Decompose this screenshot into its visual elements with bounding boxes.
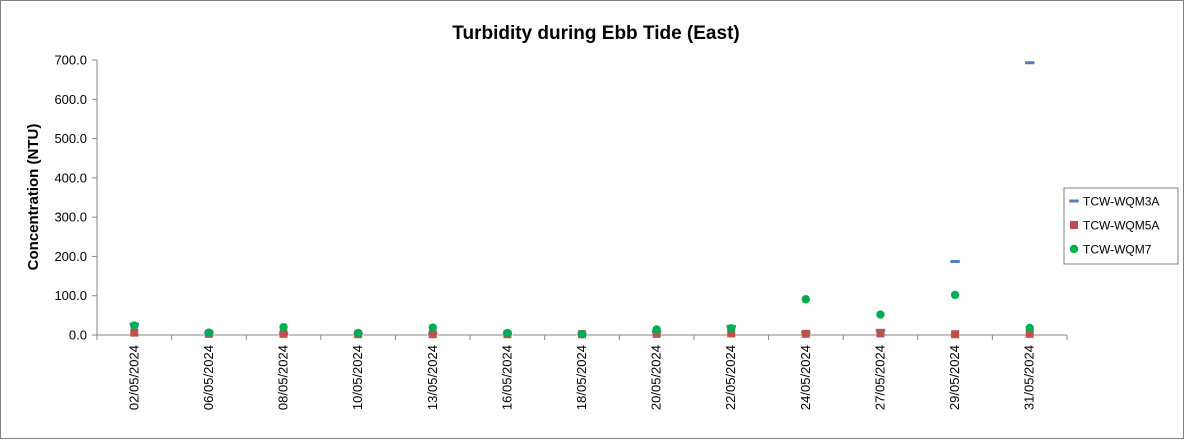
legend-marker — [1068, 198, 1080, 204]
data-point — [1025, 323, 1034, 333]
data-point — [1024, 60, 1035, 65]
x-tick-label: 29/05/2024 — [947, 345, 962, 410]
x-tick-label: 27/05/2024 — [872, 345, 887, 410]
y-tick-label: 400.0 — [54, 170, 87, 185]
data-point — [279, 329, 288, 338]
data-point — [130, 328, 139, 337]
x-tick-label: 02/05/2024 — [126, 345, 141, 410]
legend: TCW-WQM3A TCW-WQM5A TCW-WQM7 — [1063, 187, 1179, 265]
x-tick-label: 08/05/2024 — [276, 345, 291, 410]
x-tick-label: 20/05/2024 — [649, 345, 664, 410]
y-tick-label: 100.0 — [54, 288, 87, 303]
data-points — [129, 60, 1035, 339]
data-point — [876, 310, 885, 319]
data-point — [801, 329, 810, 338]
data-point — [727, 324, 736, 333]
data-point — [801, 295, 811, 304]
x-tick-label: 24/05/2024 — [798, 345, 813, 410]
data-point — [950, 290, 960, 300]
data-point — [1025, 329, 1034, 338]
x-tick-label: 22/05/2024 — [723, 345, 738, 410]
legend-box — [1063, 187, 1179, 265]
x-tick-label: 10/05/2024 — [350, 345, 365, 410]
x-tick-label: 31/05/2024 — [1022, 345, 1037, 410]
legend-entry: TCW-WQM7 — [1083, 243, 1152, 257]
data-point — [577, 330, 587, 339]
data-point — [876, 329, 885, 338]
legend-marker — [1070, 221, 1078, 229]
data-point — [428, 330, 437, 339]
y-axis-ticks: 0.0 100.0 200.0 300.0 400.0 500.0 600.0 700.0 — [54, 53, 97, 343]
x-tick-label: 06/05/2024 — [201, 345, 216, 410]
y-tick-label: 700.0 — [54, 53, 87, 68]
data-point — [204, 328, 214, 337]
legend-entry: TCW-WQM5A — [1083, 219, 1159, 233]
data-point — [951, 330, 960, 339]
data-point — [652, 325, 661, 334]
series-tcw-wqm3a — [129, 60, 1035, 337]
y-axis-label: Concentration (NTU) — [25, 124, 42, 271]
data-point — [949, 259, 961, 264]
axes — [96, 60, 1067, 336]
y-tick-label: 200.0 — [54, 249, 87, 264]
y-tick-label: 500.0 — [54, 131, 87, 146]
data-point — [652, 329, 661, 338]
x-tick-label: 18/05/2024 — [574, 345, 589, 410]
y-tick-label: 0.0 — [69, 328, 87, 343]
y-tick-label: 300.0 — [54, 210, 87, 225]
x-axis-ticks: 02/05/2024 06/05/2024 08/05/2024 10/05/2024… — [96, 335, 1068, 410]
data-point — [279, 322, 288, 332]
legend-marker — [1069, 244, 1079, 254]
data-point — [130, 321, 139, 330]
chart-title: Turbidity during Ebb Tide (East) — [452, 23, 739, 44]
data-point — [503, 328, 512, 338]
x-tick-label: 13/05/2024 — [425, 345, 440, 410]
data-point — [428, 323, 437, 332]
x-tick-label: 16/05/2024 — [499, 345, 514, 410]
legend-entry: TCW-WQM3A — [1083, 195, 1159, 209]
data-point — [727, 329, 736, 338]
data-point — [353, 328, 363, 338]
y-tick-label: 600.0 — [54, 92, 87, 107]
series-tcw-wqm7 — [130, 290, 1034, 339]
